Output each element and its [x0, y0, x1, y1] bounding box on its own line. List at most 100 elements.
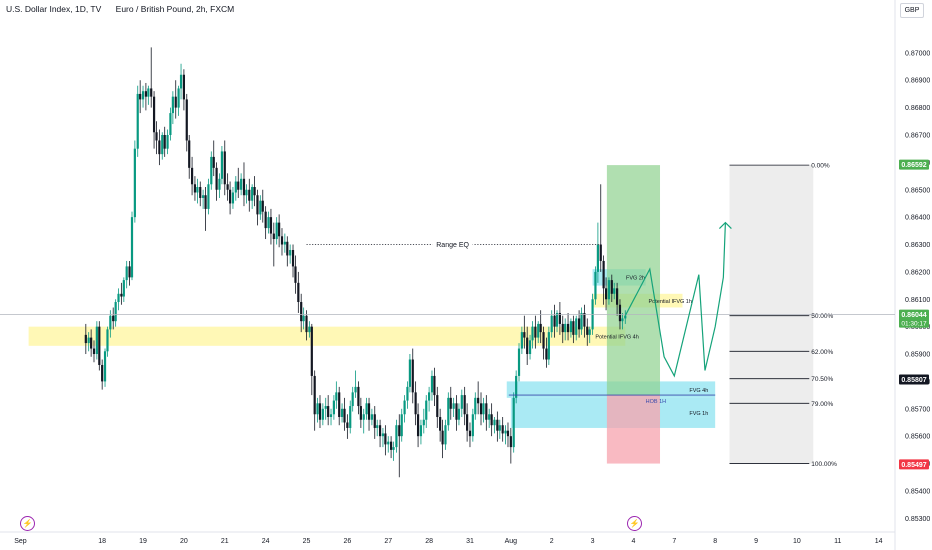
candle-body	[171, 96, 174, 114]
candle-body	[555, 312, 559, 327]
candle-body	[398, 425, 401, 437]
candle-body	[537, 323, 540, 338]
candle-body	[561, 323, 564, 333]
candle-body	[152, 96, 156, 133]
time-tick-label: 14	[875, 538, 883, 545]
candle-body	[553, 315, 556, 327]
lightning-icon[interactable]: ⚡	[627, 516, 642, 531]
hob-label: HOB 1H	[646, 399, 667, 405]
candle-body	[490, 414, 493, 426]
candle-body	[264, 211, 267, 229]
candle-body	[289, 249, 292, 256]
candle-body	[378, 425, 382, 437]
candle-body	[338, 392, 341, 418]
candle-body	[504, 430, 507, 434]
candle-body	[408, 359, 412, 387]
candle-body	[210, 156, 213, 185]
candle-body	[517, 348, 521, 376]
projection-path	[624, 222, 726, 378]
price-tick-label: 0.87000	[905, 50, 930, 57]
candle-body	[112, 315, 115, 322]
candle-body	[390, 441, 393, 450]
price-tick-label: 0.86100	[905, 297, 930, 304]
candle-body	[196, 187, 199, 193]
time-tick-label: 4	[631, 538, 635, 545]
price-tick-label: 0.86300	[905, 242, 930, 249]
candle-body	[463, 395, 466, 415]
candle-body	[346, 422, 349, 428]
candle-body	[449, 397, 452, 409]
candle-body	[376, 425, 379, 428]
candle-body	[447, 397, 450, 426]
lightning-icon[interactable]: ⚡	[20, 516, 35, 531]
candle-body	[416, 414, 420, 437]
price-tick-label: 0.86900	[905, 78, 930, 85]
candle-body	[256, 195, 259, 215]
currency-button[interactable]: GBP	[900, 3, 924, 18]
candle-body	[566, 323, 570, 333]
candle-body	[278, 222, 281, 237]
candle-body	[272, 233, 275, 240]
time-tick-label: 8	[713, 538, 717, 545]
price-tag-label: 0.86592	[901, 162, 926, 169]
time-tick-label: 26	[343, 538, 351, 545]
candle-body	[95, 326, 98, 355]
candle-body	[220, 151, 224, 179]
candle-body	[610, 280, 613, 294]
candle-body	[87, 337, 90, 344]
candle-body	[147, 88, 150, 97]
candle-body	[588, 329, 591, 335]
zone-label: Potential IFVG 1h	[649, 299, 692, 305]
candle-body	[182, 74, 186, 100]
candle-body	[343, 408, 346, 423]
zone-label: FVG 2h	[626, 276, 645, 282]
candle-body	[117, 293, 120, 303]
candle-body	[202, 195, 205, 198]
candle-body	[580, 312, 583, 330]
candle-body	[188, 140, 191, 168]
time-tick-label: 25	[303, 538, 311, 545]
candle-body	[179, 74, 183, 89]
candle-body	[441, 430, 444, 445]
price-tick-label: 0.86800	[905, 105, 930, 112]
candle-body	[428, 392, 431, 401]
time-tick-label: 31	[466, 538, 474, 545]
candle-body	[400, 414, 403, 437]
time-tick-label: 10	[793, 538, 801, 545]
candle-body	[130, 217, 134, 278]
time-tick-label: Aug	[505, 538, 518, 545]
candle-body	[340, 408, 344, 418]
candle-body	[498, 425, 501, 431]
candle-body	[526, 337, 529, 355]
fib-level-label: 50.00%	[811, 313, 833, 320]
candle-body	[419, 425, 423, 437]
candle-body	[520, 332, 523, 349]
candle-body	[163, 134, 166, 149]
candle-body	[613, 288, 616, 294]
zone-box	[28, 326, 626, 346]
candle-body	[286, 241, 289, 256]
series-title-dxy[interactable]: U.S. Dollar Index, 1D, TV	[6, 4, 102, 14]
candle-body	[474, 397, 477, 415]
candle-body	[488, 414, 491, 420]
candle-body	[482, 403, 485, 415]
candle-body	[414, 392, 417, 415]
candle-body	[515, 375, 518, 398]
zone-label: FVG 1h	[689, 411, 708, 417]
overlay-layer: 0.00% 50.00% 62.00% 70.50% 79.00% 100.00% Rang…	[0, 163, 895, 468]
candle-body	[185, 99, 188, 141]
candle-body	[234, 181, 237, 193]
candle-body	[550, 315, 553, 333]
series-title-eurgbp[interactable]: Euro / British Pound, 2h, FXCM	[115, 4, 235, 14]
candle-body	[351, 392, 354, 407]
candle-body	[433, 375, 436, 396]
fib-level-label: 70.50%	[811, 376, 833, 383]
candle-body	[101, 364, 104, 382]
candle-body	[512, 397, 515, 448]
fib-level-label: 100.00%	[811, 461, 837, 468]
price-tag	[899, 309, 929, 328]
candle-body	[150, 88, 153, 97]
candle-body	[297, 282, 300, 303]
candle-body	[155, 132, 158, 141]
